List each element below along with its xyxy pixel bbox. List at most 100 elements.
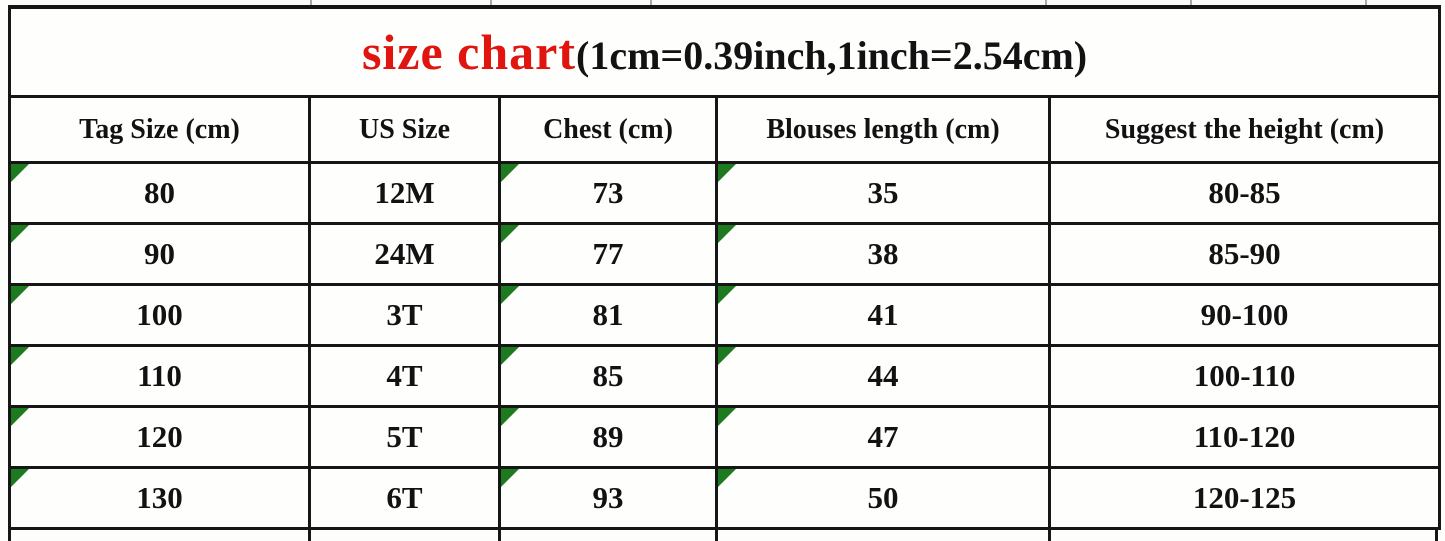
comment-marker-icon — [502, 287, 519, 304]
table-cell: 24M — [308, 222, 501, 286]
cell-value: 93 — [592, 480, 624, 515]
table-row: 120 5T 89 47 110-120 — [8, 405, 1442, 469]
table-cell: 38 — [715, 222, 1051, 286]
table-cell: 3T — [308, 283, 501, 347]
table-cell: 100-110 — [1047, 344, 1442, 408]
comment-marker-icon — [502, 470, 519, 487]
cell-value: 6T — [386, 480, 423, 515]
cell-value: 73 — [592, 175, 624, 210]
cell-value: 44 — [867, 358, 899, 393]
table-cell: 4T — [308, 344, 501, 408]
table-cell: 12M — [308, 161, 501, 225]
title-row: size chart(1cm=0.39inch,1inch=2.54cm) — [7, 5, 1442, 98]
comment-marker-icon — [12, 409, 29, 426]
table-row: 80 12M 73 35 80-85 — [8, 161, 1442, 225]
comment-marker-icon — [502, 409, 519, 426]
table-cell: 93 — [498, 466, 718, 530]
cell-value: 85-90 — [1208, 236, 1281, 271]
table-cell: 41 — [715, 283, 1051, 347]
chart-title: size chart(1cm=0.39inch,1inch=2.54cm) — [7, 5, 1442, 98]
cell-value: 5T — [386, 419, 423, 454]
column-header-us-size: US Size — [308, 95, 501, 164]
chart-title-note: (1cm=0.39inch,1inch=2.54cm) — [576, 33, 1088, 78]
table-cell: 80 — [8, 161, 311, 225]
grid-tick — [310, 0, 312, 5]
grid-tick — [490, 0, 492, 5]
cell-value: 47 — [867, 419, 899, 454]
table-cell: 73 — [498, 161, 718, 225]
table-row: 90 24M 77 38 85-90 — [8, 222, 1442, 286]
cell-value: 110 — [137, 358, 182, 393]
table-row: 110 4T 85 44 100-110 — [8, 344, 1442, 408]
cell-value: 24M — [374, 236, 435, 271]
cell-value: 81 — [592, 297, 624, 332]
table-cell: 110 — [8, 344, 311, 408]
grid-tick — [650, 0, 652, 5]
cell-value: 80 — [144, 175, 175, 210]
table-cell: 44 — [715, 344, 1051, 408]
grid-line — [308, 529, 311, 541]
grid-tick — [1190, 0, 1192, 5]
cell-value: 110-120 — [1193, 419, 1296, 454]
table-cell: 90-100 — [1047, 283, 1442, 347]
chart-title-main: size chart — [361, 24, 577, 80]
comment-marker-icon — [719, 287, 736, 304]
column-header-chest: Chest (cm) — [498, 95, 718, 164]
table-cell: 120-125 — [1047, 466, 1442, 530]
table-cell: 89 — [498, 405, 718, 469]
table-cell: 80-85 — [1047, 161, 1442, 225]
cell-value: 130 — [136, 480, 183, 515]
comment-marker-icon — [502, 348, 519, 365]
column-header-suggest-height: Suggest the height (cm) — [1047, 95, 1442, 164]
table-cell: 77 — [498, 222, 718, 286]
cell-value: 80-85 — [1208, 175, 1281, 210]
cell-value: 77 — [592, 236, 624, 271]
column-header-tag-size: Tag Size (cm) — [8, 95, 311, 164]
table-cell: 100 — [8, 283, 311, 347]
table-cell: 35 — [715, 161, 1051, 225]
comment-marker-icon — [719, 348, 736, 365]
cell-value: 4T — [386, 358, 423, 393]
grid-line — [715, 529, 718, 541]
comment-marker-icon — [12, 165, 29, 182]
table-cell: 5T — [308, 405, 501, 469]
comment-marker-icon — [12, 348, 29, 365]
table-cell: 85 — [498, 344, 718, 408]
cell-value: 3T — [386, 297, 423, 332]
grid-line — [498, 529, 501, 541]
grid-tick — [1045, 0, 1047, 5]
table-cell: 47 — [715, 405, 1051, 469]
cell-value: 120 — [136, 419, 183, 454]
table-row: 130 6T 93 50 120-125 — [8, 466, 1442, 530]
table-cell: 50 — [715, 466, 1051, 530]
size-table: size chart(1cm=0.39inch,1inch=2.54cm) Ta… — [7, 5, 1442, 530]
table-cell: 110-120 — [1047, 405, 1442, 469]
cell-value: 35 — [867, 175, 899, 210]
cell-value: 100-110 — [1193, 358, 1296, 393]
cell-value: 120-125 — [1192, 480, 1297, 515]
table-row: 100 3T 81 41 90-100 — [8, 283, 1442, 347]
comment-marker-icon — [719, 226, 736, 243]
comment-marker-icon — [719, 165, 736, 182]
comment-marker-icon — [12, 470, 29, 487]
cell-value: 85 — [592, 358, 624, 393]
column-header-blouses-length: Blouses length (cm) — [715, 95, 1051, 164]
table-cell: 85-90 — [1047, 222, 1442, 286]
cell-value: 90-100 — [1200, 297, 1289, 332]
table-cell: 6T — [308, 466, 501, 530]
table-cell: 130 — [8, 466, 311, 530]
grid-line — [1435, 529, 1438, 541]
comment-marker-icon — [719, 470, 736, 487]
cell-value: 89 — [592, 419, 624, 454]
grid-line — [1048, 529, 1051, 541]
table-cell: 120 — [8, 405, 311, 469]
cell-value: 41 — [867, 297, 899, 332]
cell-value: 38 — [867, 236, 899, 271]
comment-marker-icon — [502, 165, 519, 182]
comment-marker-icon — [502, 226, 519, 243]
comment-marker-icon — [12, 287, 29, 304]
cell-value: 100 — [136, 297, 183, 332]
cell-value: 12M — [374, 175, 435, 210]
table-cell: 90 — [8, 222, 311, 286]
